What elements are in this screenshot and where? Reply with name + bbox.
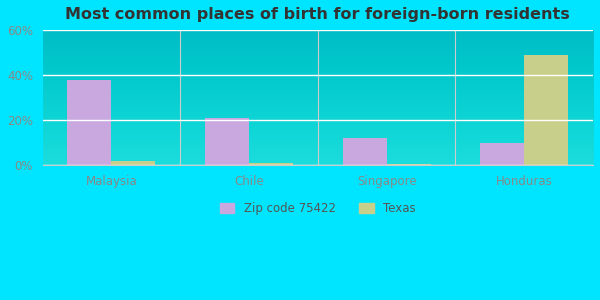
Bar xyxy=(343,138,386,165)
Bar xyxy=(249,163,293,165)
Bar xyxy=(67,80,112,165)
Bar xyxy=(205,118,249,165)
Bar xyxy=(524,55,568,165)
Title: Most common places of birth for foreign-born residents: Most common places of birth for foreign-… xyxy=(65,7,570,22)
Legend: Zip code 75422, Texas: Zip code 75422, Texas xyxy=(215,197,421,220)
Bar xyxy=(112,160,155,165)
Bar xyxy=(386,164,431,165)
Bar xyxy=(480,142,524,165)
